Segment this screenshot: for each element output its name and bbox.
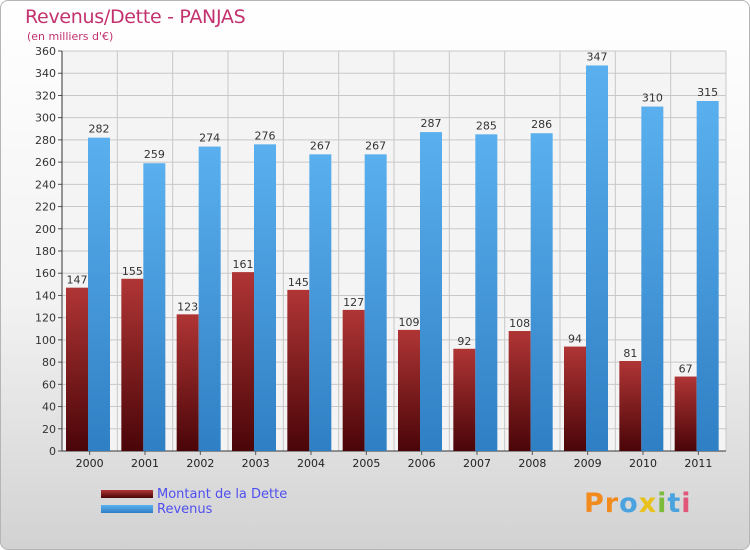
legend-label-revenue: Revenus — [157, 502, 213, 517]
data-label-revenue: 347 — [587, 50, 608, 63]
bar-debt-2004 — [287, 289, 310, 451]
data-label-revenue: 285 — [476, 119, 497, 132]
y-tick-label: 300 — [35, 112, 56, 125]
bar-debt-2006 — [398, 329, 420, 451]
chart-subtitle: (en milliers d'€) — [27, 30, 114, 43]
bar-revenue-2001 — [143, 163, 166, 451]
legend-label-debt: Montant de la Dette — [157, 487, 288, 502]
data-label-revenue: 267 — [365, 139, 386, 152]
y-tick-label: 140 — [35, 289, 56, 302]
data-label-debt: 127 — [343, 296, 364, 309]
y-tick-label: 360 — [35, 45, 56, 58]
data-label-revenue: 276 — [255, 129, 276, 142]
y-tick-label: 320 — [35, 89, 56, 102]
data-label-revenue: 287 — [421, 117, 442, 130]
bar-revenue-2003 — [254, 144, 276, 452]
y-tick-label: 20 — [42, 423, 56, 436]
bar-debt-2001 — [121, 278, 144, 451]
proxiti-logo: Proxiti — [584, 488, 692, 519]
data-label-revenue: 267 — [310, 139, 331, 152]
logo-letter: x — [638, 488, 658, 519]
data-label-debt: 161 — [233, 258, 254, 271]
y-tick-label: 280 — [35, 134, 56, 147]
data-label-debt: 147 — [67, 274, 88, 287]
bar-debt-2005 — [342, 309, 365, 451]
bar-debt-2000 — [66, 287, 88, 451]
bar-debt-2008 — [508, 331, 531, 451]
legend-swatch-debt — [101, 490, 153, 498]
x-tick-label: 2000 — [76, 457, 104, 470]
y-tick-label: 220 — [35, 201, 56, 214]
bar-revenue-2004 — [309, 154, 332, 452]
bar-debt-2009 — [564, 346, 586, 451]
legend-swatch-revenue — [101, 505, 153, 513]
data-label-debt: 145 — [288, 276, 309, 289]
data-label-debt: 92 — [457, 335, 471, 348]
y-tick-label: 240 — [35, 178, 56, 191]
y-tick-label: 340 — [35, 67, 56, 80]
x-tick-label: 2005 — [352, 457, 380, 470]
logo-letter: P — [584, 488, 605, 519]
chart-title: Revenus/Dette - PANJAS — [25, 6, 246, 28]
bar-debt-2003 — [232, 272, 254, 451]
bar-revenue-2007 — [475, 134, 498, 452]
data-label-debt: 81 — [623, 347, 637, 360]
logo-letter: i — [681, 488, 692, 519]
y-tick-label: 160 — [35, 267, 56, 280]
data-label-debt: 155 — [122, 265, 143, 278]
data-label-revenue: 282 — [89, 123, 110, 136]
y-tick-label: 100 — [35, 334, 56, 347]
y-tick-label: 120 — [35, 312, 56, 325]
x-tick-label: 2003 — [242, 457, 270, 470]
x-tick-label: 2010 — [629, 457, 657, 470]
data-label-debt: 109 — [399, 316, 420, 329]
x-tick-label: 2009 — [574, 457, 602, 470]
bar-debt-2007 — [453, 348, 476, 451]
y-tick-label: 60 — [42, 378, 56, 391]
data-label-debt: 123 — [177, 300, 198, 313]
bar-revenue-2011 — [696, 101, 719, 451]
bar-revenue-2002 — [198, 146, 221, 452]
y-tick-label: 40 — [42, 401, 56, 414]
bar-debt-2011 — [674, 376, 697, 451]
logo-letter: i — [657, 488, 668, 519]
bar-debt-2002 — [176, 314, 199, 451]
x-tick-label: 2011 — [684, 457, 712, 470]
bar-revenue-2009 — [586, 65, 608, 451]
bar-revenue-2006 — [420, 132, 442, 451]
y-tick-label: 260 — [35, 156, 56, 169]
x-tick-label: 2004 — [297, 457, 325, 470]
x-tick-label: 2001 — [131, 457, 159, 470]
data-label-debt: 67 — [679, 363, 693, 376]
data-label-revenue: 310 — [642, 92, 663, 105]
data-label-revenue: 315 — [697, 86, 718, 99]
data-label-revenue: 286 — [531, 118, 552, 131]
x-tick-label: 2006 — [408, 457, 436, 470]
logo-letter: r — [604, 488, 620, 519]
bar-revenue-2005 — [364, 154, 387, 452]
bar-revenue-2000 — [88, 137, 110, 451]
bar-revenue-2008 — [530, 133, 553, 451]
x-tick-label: 2007 — [463, 457, 491, 470]
data-label-debt: 108 — [509, 317, 530, 330]
bar-revenue-2010 — [641, 106, 664, 452]
y-tick-label: 200 — [35, 223, 56, 236]
data-label-revenue: 259 — [144, 148, 165, 161]
y-tick-label: 80 — [42, 356, 56, 369]
y-tick-label: 180 — [35, 245, 56, 258]
data-label-revenue: 274 — [199, 132, 220, 145]
logo-letter: o — [619, 488, 639, 519]
bar-debt-2010 — [619, 361, 642, 451]
logo-letter: t — [667, 488, 682, 519]
y-tick-label: 0 — [49, 445, 56, 458]
data-label-debt: 94 — [568, 333, 582, 346]
x-tick-label: 2008 — [518, 457, 546, 470]
x-tick-label: 2002 — [186, 457, 214, 470]
